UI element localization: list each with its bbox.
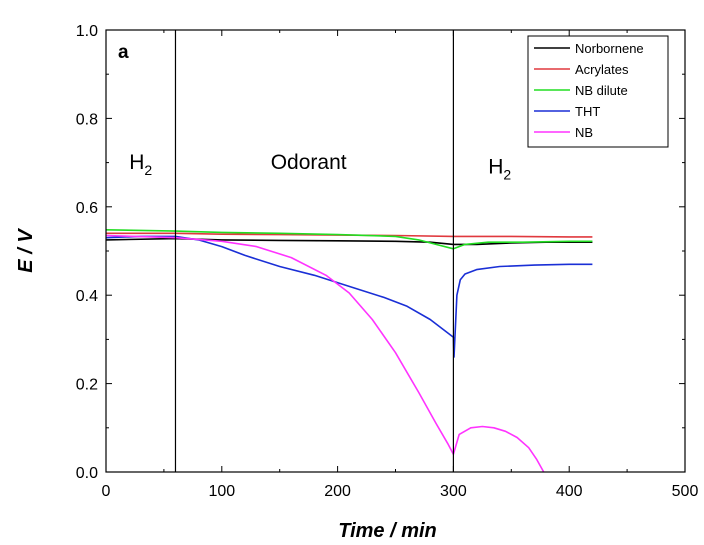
series-line-nb [105, 234, 545, 473]
legend: Norbornene Acrylates NB dilute THT NB [527, 35, 669, 148]
x-tick-label: 300 [440, 483, 467, 500]
y-tick-label: 1.0 [76, 23, 98, 40]
region-labels: H2 Odorant H2 [129, 151, 511, 182]
series-layer [105, 229, 593, 473]
y-tick-label: 0.6 [76, 200, 98, 217]
y-axis-title: E / V [15, 228, 37, 273]
region-label: H2 [129, 151, 152, 178]
series-line-tht [105, 235, 593, 358]
region-label: H2 [488, 156, 511, 183]
y-tick-label: 0.8 [76, 111, 98, 128]
legend-box [527, 35, 669, 148]
legend-label: NB [575, 125, 593, 140]
legend-label: Norbornene [575, 41, 644, 56]
x-tick-label: 100 [208, 483, 235, 500]
y-tick-label: 0.0 [76, 465, 98, 482]
axis-ticks: 0 100 200 300 400 500 0.0 0.2 0.4 0.6 0.8 1.0 [76, 23, 699, 500]
x-tick-label: 200 [324, 483, 351, 500]
panel-label: a [118, 42, 129, 63]
legend-label: THT [575, 104, 600, 119]
x-axis-title: Time / min [338, 520, 437, 542]
phase-dividers [174, 30, 454, 472]
legend-label: NB dilute [575, 83, 628, 98]
region-label: Odorant [271, 151, 347, 174]
x-tick-label: 0 [102, 483, 111, 500]
series-line-nb-dilute [105, 229, 593, 250]
x-tick-label: 400 [556, 483, 583, 500]
x-tick-label: 500 [672, 483, 699, 500]
legend-label: Acrylates [575, 62, 629, 77]
y-tick-label: 0.2 [76, 377, 98, 394]
y-tick-label: 0.4 [76, 288, 98, 305]
